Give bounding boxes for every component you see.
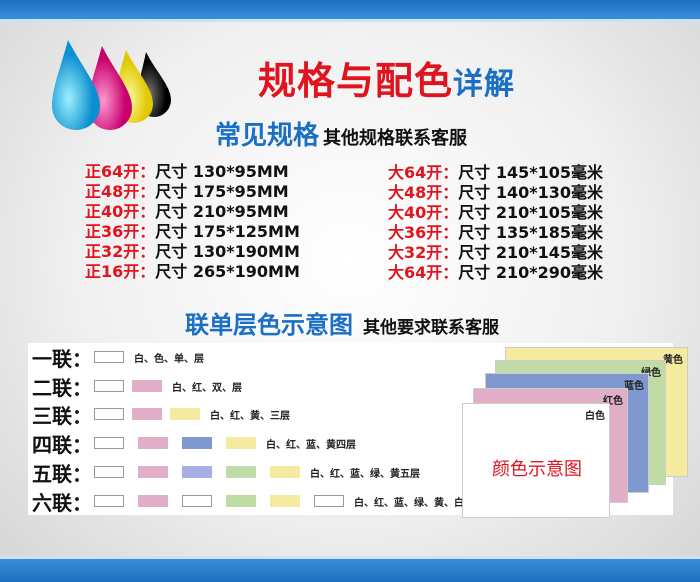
- layer-row: 五联： 白、红、蓝、绿、黄五层: [32, 459, 420, 486]
- layer-label: 二联：: [32, 375, 92, 400]
- layer-description: 白、红、双、层: [172, 382, 242, 394]
- spec-row: 正40开：尺寸 210*95MM: [85, 202, 300, 222]
- specs-title: 常见规格: [215, 121, 320, 151]
- spec-size: 尺寸 210*290毫米: [458, 263, 604, 282]
- color-swatch-green: [226, 495, 256, 507]
- spec-size: 尺寸 145*105毫米: [458, 163, 604, 182]
- color-swatch-red: [132, 380, 162, 392]
- specs-left-list: 正64开：尺寸 130*95MM 正48开：尺寸 175*95MM 正40开：尺寸 …: [85, 162, 300, 282]
- spec-name: 大48开：: [388, 183, 459, 202]
- layers-header: 联单层色示意图 其他要求联系客服: [185, 305, 499, 340]
- color-swatch-red: [138, 466, 168, 478]
- layer-label: 五联：: [32, 461, 92, 486]
- sheet-white: 白色: [462, 403, 610, 518]
- color-swatch-white: [94, 466, 124, 478]
- spec-row: 大48开：尺寸 140*130毫米: [388, 183, 603, 203]
- spec-name: 大64开：: [388, 263, 459, 282]
- spec-size: 尺寸 135*185毫米: [458, 223, 604, 242]
- layer-label: 四联：: [32, 432, 92, 457]
- color-swatch-red: [132, 408, 162, 420]
- title-accent: 详解: [453, 67, 516, 102]
- layer-label: 一联：: [32, 346, 92, 371]
- color-swatch-red: [138, 437, 168, 449]
- color-swatch-blue: [182, 437, 212, 449]
- spec-name: 正16开：: [85, 262, 156, 281]
- color-swatch-yellow: [226, 437, 256, 449]
- spec-row: 大36开：尺寸 135*185毫米: [388, 223, 603, 243]
- layer-description: 白、色、单、层: [134, 353, 204, 365]
- title-main: 规格与配色: [258, 59, 454, 103]
- spec-size: 尺寸 265*190MM: [155, 262, 300, 281]
- page-title: 规格与配色详解: [258, 50, 515, 105]
- color-swatch-yellow: [170, 408, 200, 420]
- color-swatch-yellow: [270, 495, 300, 507]
- specs-header: 常见规格 其他规格联系客服: [215, 115, 467, 152]
- spec-size: 尺寸 210*105毫米: [458, 203, 604, 222]
- spec-size: 尺寸 130*95MM: [155, 162, 289, 181]
- spec-row: 正16开：尺寸 265*190MM: [85, 262, 300, 282]
- diagram-caption: 颜色示意图: [492, 459, 582, 480]
- layer-row: 二联： 白、红、双、层: [32, 373, 242, 400]
- spec-row: 大64开：尺寸 145*105毫米: [388, 163, 603, 183]
- spec-name: 正64开：: [85, 162, 156, 181]
- layer-row: 四联： 白、红、蓝、黄四层: [32, 430, 356, 457]
- spec-name: 正48开：: [85, 182, 156, 201]
- color-swatch-white: [314, 495, 344, 507]
- color-swatch-white: [94, 380, 124, 392]
- layers-note: 其他要求联系客服: [363, 318, 499, 338]
- spec-row: 正64开：尺寸 130*95MM: [85, 162, 300, 182]
- spec-row: 大32开：尺寸 210*145毫米: [388, 243, 603, 263]
- top-banner-bar: [0, 0, 700, 22]
- color-swatch-lightblue: [182, 466, 212, 478]
- spec-size: 尺寸 175*125MM: [155, 222, 300, 241]
- color-swatch-white: [182, 495, 212, 507]
- color-swatch-red: [138, 495, 168, 507]
- color-swatch-white: [94, 437, 124, 449]
- spec-row: 大40开：尺寸 210*105毫米: [388, 203, 603, 223]
- spec-name: 大36开：: [388, 223, 459, 242]
- layer-row: 一联： 白、色、单、层: [32, 344, 204, 371]
- layer-label: 六联：: [32, 490, 92, 515]
- color-swatch-white: [94, 495, 124, 507]
- specs-note: 其他规格联系客服: [323, 128, 468, 149]
- layer-description: 白、红、蓝、绿、黄五层: [310, 468, 420, 480]
- color-swatch-white: [94, 408, 124, 420]
- spec-row: 正32开：尺寸 130*190MM: [85, 242, 300, 262]
- layer-description: 白、红、蓝、黄四层: [266, 439, 356, 451]
- spec-row: 大64开：尺寸 210*290毫米: [388, 263, 603, 283]
- spec-name: 正36开：: [85, 222, 156, 241]
- bottom-banner-bar: [0, 556, 700, 582]
- spec-name: 大40开：: [388, 203, 459, 222]
- layers-title: 联单层色示意图: [185, 311, 353, 339]
- spec-size: 尺寸 175*95MM: [155, 182, 289, 201]
- spec-size: 尺寸 140*130毫米: [458, 183, 604, 202]
- spec-name: 正32开：: [85, 242, 156, 261]
- spec-size: 尺寸 210*95MM: [155, 202, 289, 221]
- spec-row: 正36开：尺寸 175*125MM: [85, 222, 300, 242]
- layer-description: 白、红、黄、三层: [210, 410, 290, 422]
- spec-name: 大32开：: [388, 243, 459, 262]
- spec-size: 尺寸 130*190MM: [155, 242, 300, 261]
- spec-name: 大64开：: [388, 163, 459, 182]
- color-swatch-green: [226, 466, 256, 478]
- spec-row: 正48开：尺寸 175*95MM: [85, 182, 300, 202]
- ink-drops-icon: [52, 40, 171, 130]
- specs-right-list: 大64开：尺寸 145*105毫米 大48开：尺寸 140*130毫米 大40开：尺…: [388, 163, 603, 283]
- spec-size: 尺寸 210*145毫米: [458, 243, 604, 262]
- color-swatch-white: [94, 351, 124, 363]
- layer-row: 三联： 白、红、黄、三层: [32, 401, 290, 428]
- spec-name: 正40开：: [85, 202, 156, 221]
- layer-row: 六联： 白、红、蓝、绿、黄、白六层: [32, 488, 484, 515]
- layer-label: 三联：: [32, 403, 92, 428]
- color-swatch-yellow: [270, 466, 300, 478]
- layer-description: 白、红、蓝、绿、黄、白六层: [354, 497, 484, 509]
